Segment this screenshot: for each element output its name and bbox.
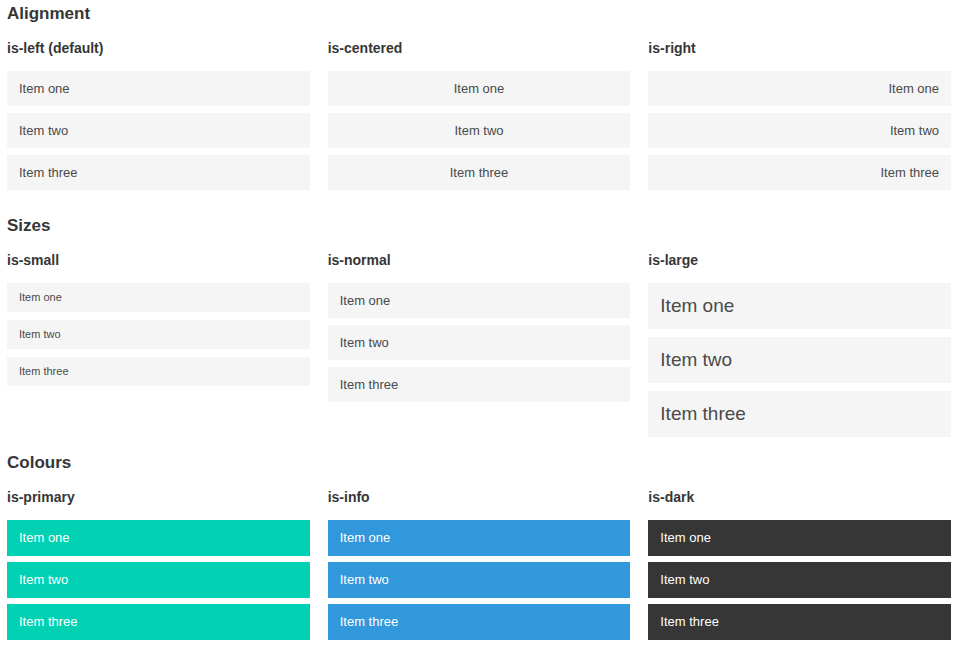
sizes-columns: is-small Item one Item two Item three is… (7, 252, 951, 437)
column-header-is-dark: is-dark (648, 489, 951, 505)
column-is-small: is-small Item one Item two Item three (7, 252, 310, 386)
list-item: Item two (328, 562, 631, 598)
column-header-is-info: is-info (328, 489, 631, 505)
list-item: Item two (328, 325, 631, 360)
colours-columns: is-primary Item one Item two Item three … (7, 489, 951, 640)
list-item: Item three (328, 367, 631, 402)
list-item: Item two (648, 113, 951, 148)
list-item: Item one (648, 71, 951, 106)
component-demo-page: Alignment is-left (default) Item one Ite… (7, 4, 951, 640)
list-item: Item three (7, 357, 310, 386)
list-is-large: Item one Item two Item three (648, 283, 951, 437)
column-is-normal: is-normal Item one Item two Item three (328, 252, 631, 402)
column-header-is-normal: is-normal (328, 252, 631, 268)
list-item: Item one (648, 283, 951, 329)
section-title-alignment: Alignment (7, 4, 951, 24)
list-item: Item three (7, 155, 310, 190)
list-item: Item three (648, 391, 951, 437)
list-is-small: Item one Item two Item three (7, 283, 310, 386)
list-item: Item three (328, 155, 631, 190)
column-is-large: is-large Item one Item two Item three (648, 252, 951, 437)
column-header-is-large: is-large (648, 252, 951, 268)
list-item: Item one (328, 283, 631, 318)
list-item: Item two (7, 562, 310, 598)
column-is-primary: is-primary Item one Item two Item three (7, 489, 310, 640)
list-item: Item one (7, 71, 310, 106)
column-header-is-left: is-left (default) (7, 40, 310, 56)
list-item: Item one (328, 520, 631, 556)
column-is-dark: is-dark Item one Item two Item three (648, 489, 951, 640)
section-title-colours: Colours (7, 453, 951, 473)
section-title-sizes: Sizes (7, 216, 951, 236)
column-header-is-centered: is-centered (328, 40, 631, 56)
list-item: Item two (7, 320, 310, 349)
list-item: Item two (328, 113, 631, 148)
list-is-centered: Item one Item two Item three (328, 71, 631, 190)
list-is-left: Item one Item two Item three (7, 71, 310, 190)
list-is-info: Item one Item two Item three (328, 520, 631, 640)
section-alignment: Alignment is-left (default) Item one Ite… (7, 4, 951, 190)
list-item: Item one (648, 520, 951, 556)
list-item: Item three (328, 604, 631, 640)
column-is-centered: is-centered Item one Item two Item three (328, 40, 631, 190)
section-colours: Colours is-primary Item one Item two Ite… (7, 453, 951, 640)
list-item: Item two (648, 562, 951, 598)
list-is-right: Item one Item two Item three (648, 71, 951, 190)
list-is-normal: Item one Item two Item three (328, 283, 631, 402)
column-header-is-right: is-right (648, 40, 951, 56)
list-item: Item three (648, 155, 951, 190)
list-item: Item one (328, 71, 631, 106)
section-sizes: Sizes is-small Item one Item two Item th… (7, 216, 951, 437)
column-header-is-primary: is-primary (7, 489, 310, 505)
list-is-dark: Item one Item two Item three (648, 520, 951, 640)
column-is-info: is-info Item one Item two Item three (328, 489, 631, 640)
list-item: Item one (7, 283, 310, 312)
list-item: Item three (7, 604, 310, 640)
column-is-right: is-right Item one Item two Item three (648, 40, 951, 190)
list-item: Item two (7, 113, 310, 148)
list-is-primary: Item one Item two Item three (7, 520, 310, 640)
column-header-is-small: is-small (7, 252, 310, 268)
list-item: Item one (7, 520, 310, 556)
column-is-left: is-left (default) Item one Item two Item… (7, 40, 310, 190)
list-item: Item three (648, 604, 951, 640)
alignment-columns: is-left (default) Item one Item two Item… (7, 40, 951, 190)
list-item: Item two (648, 337, 951, 383)
